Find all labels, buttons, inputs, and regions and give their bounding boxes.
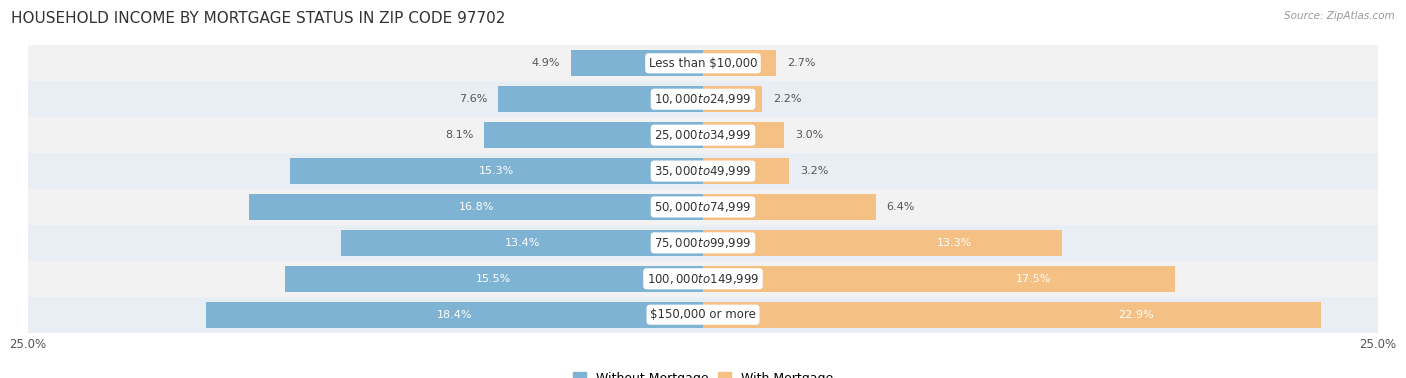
Text: $35,000 to $49,999: $35,000 to $49,999 bbox=[654, 164, 752, 178]
Bar bbox=[703, 302, 1322, 328]
Text: 3.2%: 3.2% bbox=[800, 166, 828, 176]
Text: 15.3%: 15.3% bbox=[479, 166, 515, 176]
Text: $150,000 or more: $150,000 or more bbox=[650, 308, 756, 321]
Bar bbox=[703, 230, 1062, 256]
Text: 2.2%: 2.2% bbox=[773, 94, 801, 104]
Text: $50,000 to $74,999: $50,000 to $74,999 bbox=[654, 200, 752, 214]
Text: HOUSEHOLD INCOME BY MORTGAGE STATUS IN ZIP CODE 97702: HOUSEHOLD INCOME BY MORTGAGE STATUS IN Z… bbox=[11, 11, 506, 26]
Text: 16.8%: 16.8% bbox=[458, 202, 494, 212]
Bar bbox=[28, 261, 1378, 297]
Bar bbox=[28, 189, 1378, 225]
Text: 13.3%: 13.3% bbox=[936, 238, 972, 248]
Bar bbox=[284, 266, 703, 292]
Text: 3.0%: 3.0% bbox=[794, 130, 823, 140]
Text: 8.1%: 8.1% bbox=[446, 130, 474, 140]
Bar bbox=[571, 50, 703, 76]
Text: $100,000 to $149,999: $100,000 to $149,999 bbox=[647, 272, 759, 286]
Text: $75,000 to $99,999: $75,000 to $99,999 bbox=[654, 236, 752, 250]
Text: 2.7%: 2.7% bbox=[787, 58, 815, 68]
Bar bbox=[290, 158, 703, 184]
Bar bbox=[28, 45, 1378, 81]
Bar bbox=[703, 50, 776, 76]
Bar bbox=[498, 86, 703, 112]
Bar bbox=[249, 194, 703, 220]
Text: 4.9%: 4.9% bbox=[531, 58, 560, 68]
Text: 15.5%: 15.5% bbox=[477, 274, 512, 284]
Text: 18.4%: 18.4% bbox=[437, 310, 472, 320]
Text: Source: ZipAtlas.com: Source: ZipAtlas.com bbox=[1284, 11, 1395, 21]
Bar bbox=[703, 158, 789, 184]
Bar bbox=[342, 230, 703, 256]
Text: $25,000 to $34,999: $25,000 to $34,999 bbox=[654, 128, 752, 142]
Bar bbox=[703, 266, 1175, 292]
Text: 13.4%: 13.4% bbox=[505, 238, 540, 248]
Bar bbox=[28, 297, 1378, 333]
Bar bbox=[207, 302, 703, 328]
Text: 7.6%: 7.6% bbox=[458, 94, 486, 104]
Text: Less than $10,000: Less than $10,000 bbox=[648, 57, 758, 70]
Bar bbox=[484, 122, 703, 148]
Bar bbox=[703, 86, 762, 112]
Bar bbox=[28, 153, 1378, 189]
Bar bbox=[703, 194, 876, 220]
Text: 6.4%: 6.4% bbox=[887, 202, 915, 212]
Bar bbox=[703, 122, 785, 148]
Text: 22.9%: 22.9% bbox=[1118, 310, 1153, 320]
Legend: Without Mortgage, With Mortgage: Without Mortgage, With Mortgage bbox=[568, 367, 838, 378]
Text: 17.5%: 17.5% bbox=[1017, 274, 1052, 284]
Bar bbox=[28, 81, 1378, 117]
Bar bbox=[28, 225, 1378, 261]
Bar bbox=[28, 117, 1378, 153]
Text: $10,000 to $24,999: $10,000 to $24,999 bbox=[654, 92, 752, 106]
